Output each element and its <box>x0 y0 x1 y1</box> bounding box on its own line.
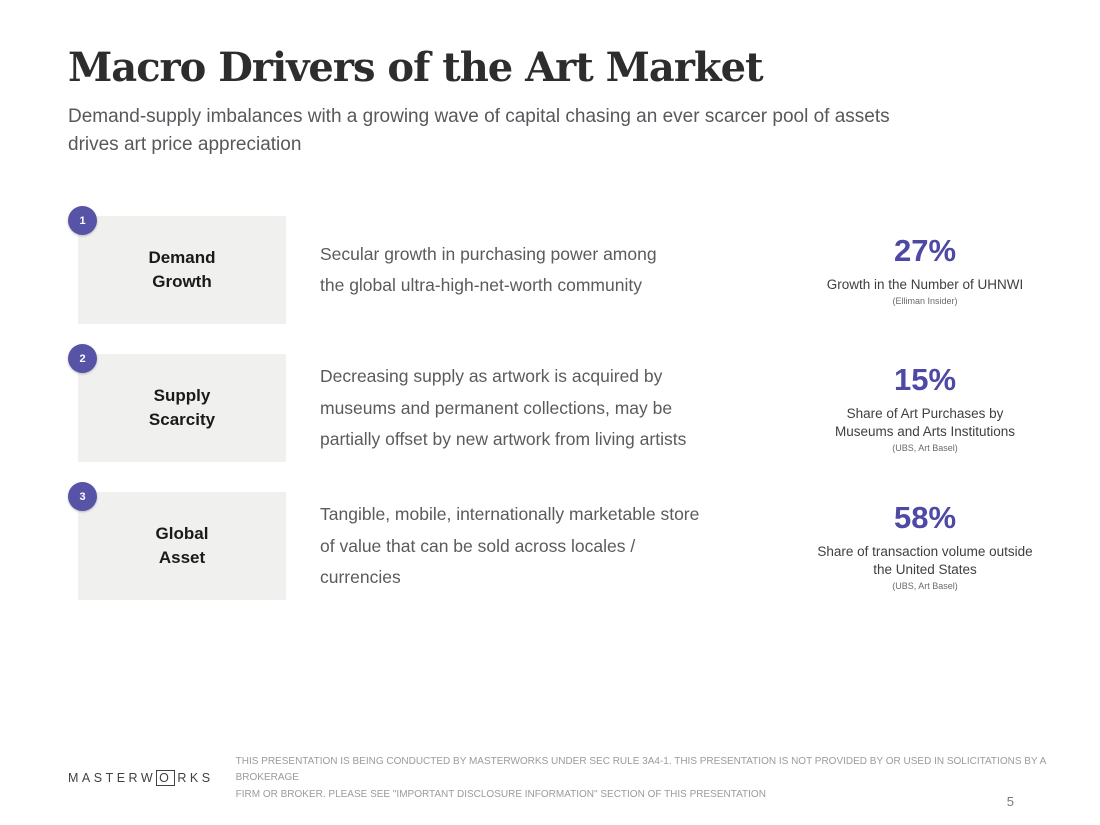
drivers-list: 1 Demand Growth Secular growth in purcha… <box>68 206 1060 601</box>
stat-value: 15% <box>893 361 957 397</box>
driver-label: Demand Growth <box>148 248 216 292</box>
logo-boxed-o: O <box>156 770 176 787</box>
driver-stat-block: 27% Growth in the Number of UHNWI (Ellim… <box>790 232 1060 307</box>
driver-stat-block: 58% Share of transaction volume outside … <box>790 499 1060 592</box>
disclaimer-text: THIS PRESENTATION IS BEING CONDUCTED BY … <box>235 755 1046 800</box>
stat-source: (UBS, Art Basel) <box>892 581 958 592</box>
page-number: 5 <box>1006 794 1014 809</box>
driver-title-box: Supply Scarcity <box>78 354 286 463</box>
stat-source: (Elliman Insider) <box>892 296 958 307</box>
driver-description: Tangible, mobile, internationally market… <box>320 504 700 587</box>
driver-label: Supply Scarcity <box>148 386 216 430</box>
driver-row-global-asset: 3 Global Asset Tangible, mobile, interna… <box>68 482 1060 601</box>
stat-source: (UBS, Art Basel) <box>892 443 958 454</box>
driver-title-box: Global Asset <box>78 492 286 601</box>
stat-label: Share of transaction volume outside the … <box>817 543 1033 578</box>
page-title: Macro Drivers of the Art Market <box>68 44 764 91</box>
masterworks-logo: MASTERW O RKS <box>68 770 214 787</box>
driver-label: Global Asset <box>155 524 209 568</box>
driver-row-demand-growth: 1 Demand Growth Secular growth in purcha… <box>68 206 1060 325</box>
stat-label: Share of Art Purchases by Museums and Ar… <box>834 405 1016 440</box>
driver-row-supply-scarcity: 2 Supply Scarcity Decreasing supply as a… <box>68 344 1060 463</box>
driver-title-box: Demand Growth <box>78 216 286 325</box>
footer: MASTERW O RKS THIS PRESENTATION IS BEING C… <box>68 754 1075 804</box>
stat-label: Growth in the Number of UHNWI <box>826 277 1024 293</box>
driver-description: Decreasing supply as artwork is acquired… <box>320 366 687 449</box>
driver-number-badge: 2 <box>68 344 97 374</box>
driver-description: Secular growth in purchasing power among… <box>320 243 657 296</box>
driver-number-badge: 1 <box>68 206 97 236</box>
logo-text-prefix: MASTERW <box>68 771 157 786</box>
logo-text-suffix: RKS <box>177 771 214 786</box>
driver-number-badge: 3 <box>68 482 97 512</box>
stat-value: 27% <box>893 232 957 268</box>
page-subtitle: Demand-supply imbalances with a growing … <box>68 106 890 155</box>
driver-stat-block: 15% Share of Art Purchases by Museums an… <box>790 361 1060 454</box>
stat-value: 58% <box>893 499 957 535</box>
